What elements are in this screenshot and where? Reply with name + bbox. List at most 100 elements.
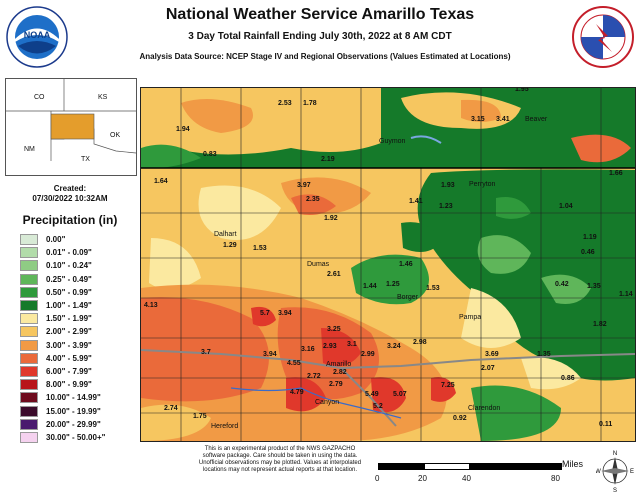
created-label: Created: [53,184,87,193]
legend-swatch [20,365,38,377]
city-label: Dalhart [214,231,237,238]
precipitation-legend: 0.00" 0.01" - 0.09" 0.10" - 0.24" 0.25" - 0… [20,233,105,444]
rainfall-value-label: 2.61 [327,271,341,278]
rainfall-value-label: 5.49 [365,391,379,398]
legend-swatch [20,247,38,259]
rainfall-value-label: 2.35 [306,196,320,203]
legend-label: 4.00" - 5.99" [46,353,92,363]
legend-swatch [20,352,38,364]
legend-label: 1.00" - 1.49" [46,301,92,311]
rainfall-value-label: 1.41 [409,198,423,205]
legend-title: Precipitation (in) [22,213,118,227]
legend-item: 0.10" - 0.24" [20,259,105,272]
scale-tick-80: 80 [551,474,560,483]
disclaimer: This is an experimental product of the N… [160,446,400,474]
legend-item: 2.00" - 2.99" [20,325,105,338]
rainfall-value-label: 1.64 [154,178,168,185]
legend-item: 6.00" - 7.99" [20,365,105,378]
legend-swatch [20,286,38,298]
created-date: 07/30/2022 10:32AM [32,194,108,203]
inset-label-ok: OK [110,132,120,139]
nws-logo [572,6,634,68]
city-label: Amarillo [326,361,351,368]
rainfall-value-label: 1.66 [609,170,623,177]
inset-label-nm: NM [24,146,35,153]
legend-label: 2.00" - 2.99" [46,327,92,337]
disclaimer-line-2: software package. Care should be taken i… [202,453,358,459]
rainfall-map: Guymon Beaver Perryton Dalhart Dumas Borger Pa… [140,87,636,442]
legend-item: 15.00" - 19.99" [20,404,105,417]
legend-swatch [20,339,38,351]
legend-swatch [20,431,38,443]
disclaimer-line-4: locations may not represent actual repor… [202,467,358,473]
rainfall-value-label: 2.99 [361,351,375,358]
inset-label-tx: TX [81,156,90,163]
created-timestamp: Created: 07/30/2022 10:32AM [5,184,135,204]
rainfall-value-label: 3.24 [387,343,401,350]
rainfall-value-label: 0.92 [453,415,467,422]
disclaimer-line-1: This is an experimental product of the N… [204,446,356,452]
legend-swatch [20,260,38,272]
rainfall-value-label: 1.53 [426,285,440,292]
legend-label: 30.00" - 50.00+" [46,432,106,442]
rainfall-value-label: 0.46 [581,249,595,256]
inset-label-ks: KS [98,94,108,101]
city-label: Hereford [211,423,238,430]
rainfall-value-label: 0.86 [561,375,575,382]
legend-item: 8.00" - 9.99" [20,378,105,391]
legend-swatch [20,234,38,246]
legend-item: 0.25" - 0.49" [20,273,105,286]
rainfall-value-label: 2.82 [333,369,347,376]
data-source-note: Analysis Data Source: NCEP Stage IV and … [139,52,511,61]
rainfall-value-label: 1.35 [537,351,551,358]
rainfall-value-label: 4.13 [144,302,158,309]
rainfall-value-label: 4.79 [290,389,304,396]
inset-label-co: CO [34,94,45,101]
rainfall-value-label: 1.35 [587,283,601,290]
legend-item: 1.50" - 1.99" [20,312,105,325]
rainfall-value-label: 1.44 [363,283,377,290]
legend-label: 1.50" - 1.99" [46,314,92,324]
legend-swatch [20,273,38,285]
rainfall-value-label: 1.95 [515,88,529,93]
rainfall-value-label: 2.07 [481,365,495,372]
legend-item: 1.00" - 1.49" [20,299,105,312]
legend-label: 15.00" - 19.99" [46,406,101,416]
rainfall-value-label: 5.2 [373,403,383,410]
rainfall-value-label: 0.42 [555,281,569,288]
scale-bar [378,463,568,470]
legend-item: 3.00" - 3.99" [20,339,105,352]
scale-tick-40: 40 [462,474,471,483]
rainfall-value-label: 1.29 [223,242,237,249]
rainfall-value-label: 7.25 [441,382,455,389]
compass-n: N [613,451,617,457]
rainfall-value-label: 1.53 [253,245,267,252]
rainfall-value-label: 1.25 [386,281,400,288]
scale-tick-20: 20 [418,474,427,483]
compass-rose-icon: N S E W [595,448,634,494]
legend-label: 20.00" - 29.99" [46,419,101,429]
rainfall-value-label: 1.46 [399,261,413,268]
legend-label: 0.25" - 0.49" [46,274,92,284]
rainfall-value-label: 1.23 [439,203,453,210]
rainfall-value-label: 2.72 [307,373,321,380]
legend-item: 30.00" - 50.00+" [20,431,105,444]
legend-swatch [20,418,38,430]
rainfall-value-label: 1.78 [303,100,317,107]
legend-label: 0.50" - 0.99" [46,287,92,297]
legend-item: 4.00" - 5.99" [20,352,105,365]
legend-item: 10.00" - 14.99" [20,391,105,404]
legend-label: 0.01" - 0.09" [46,248,92,258]
legend-swatch [20,326,38,338]
city-label: Dumas [307,261,330,268]
rainfall-value-label: 3.15 [471,116,485,123]
rainfall-value-label: 2.53 [278,100,292,107]
legend-swatch [20,300,38,312]
legend-item: 0.50" - 0.99" [20,286,105,299]
rainfall-value-label: 5.07 [393,391,407,398]
rainfall-value-label: 1.14 [619,291,633,298]
rainfall-value-label: 2.19 [321,156,335,163]
legend-label: 10.00" - 14.99" [46,393,101,403]
rainfall-value-label: 1.04 [559,203,573,210]
rainfall-value-label: 3.94 [263,351,277,358]
